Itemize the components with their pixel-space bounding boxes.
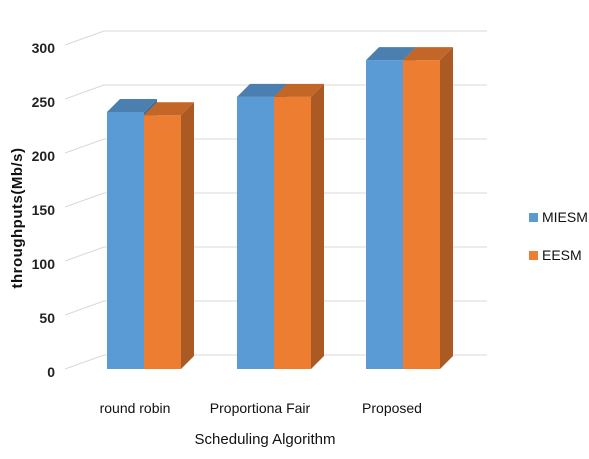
category-label: Proposed: [362, 400, 422, 416]
legend-label-miesm: MIESM: [542, 209, 588, 225]
category-label: round robin: [100, 400, 171, 416]
gridline-diagonal: [64, 30, 105, 46]
gridline-diagonal: [64, 84, 105, 100]
bar-side: [181, 102, 194, 369]
y-tick-label: 100: [32, 256, 56, 272]
bar-miesm-2: [366, 60, 403, 370]
y-tick-label: 150: [32, 202, 56, 218]
x-axis-title: Scheduling Algorithm: [195, 431, 336, 448]
bar-top: [403, 47, 453, 61]
legend-swatch-eesm: [529, 251, 538, 260]
bar-top: [237, 83, 287, 97]
bar-eesm-0: [144, 115, 181, 369]
bar-top: [366, 47, 416, 61]
y-tick-label: 200: [32, 148, 56, 164]
legend-label-eesm: EESM: [542, 247, 582, 263]
bar-top: [274, 83, 324, 97]
bar-side: [440, 47, 453, 370]
gridline-diagonal: [64, 192, 105, 208]
category-labels: round robin Proportiona Fair Proposed: [100, 400, 422, 416]
bar-eesm-1: [274, 96, 311, 369]
bars: [107, 47, 453, 370]
y-axis-title: throughputs(Mb/s): [9, 148, 26, 289]
y-tick-label: 0: [47, 364, 55, 380]
y-tick-labels: 0 50 100 150 200 250 300: [32, 40, 56, 380]
bar-miesm-1: [237, 96, 274, 369]
gridline-diagonal: [64, 300, 105, 316]
bar-side: [311, 83, 324, 369]
category-label: Proportiona Fair: [210, 400, 311, 416]
bar-top: [144, 102, 194, 116]
y-tick-label: 50: [39, 310, 55, 326]
legend-swatch-miesm: [529, 213, 538, 222]
legend: MIESM EESM: [529, 209, 588, 263]
bar-eesm-2: [403, 60, 440, 370]
y-tick-label: 300: [32, 40, 56, 56]
y-tick-label: 250: [32, 94, 56, 110]
gridline-diagonal: [64, 354, 105, 370]
bar-miesm-0: [107, 111, 144, 370]
bar-top: [107, 98, 157, 112]
gridline-diagonal: [64, 246, 105, 262]
gridline-diagonal: [64, 138, 105, 154]
